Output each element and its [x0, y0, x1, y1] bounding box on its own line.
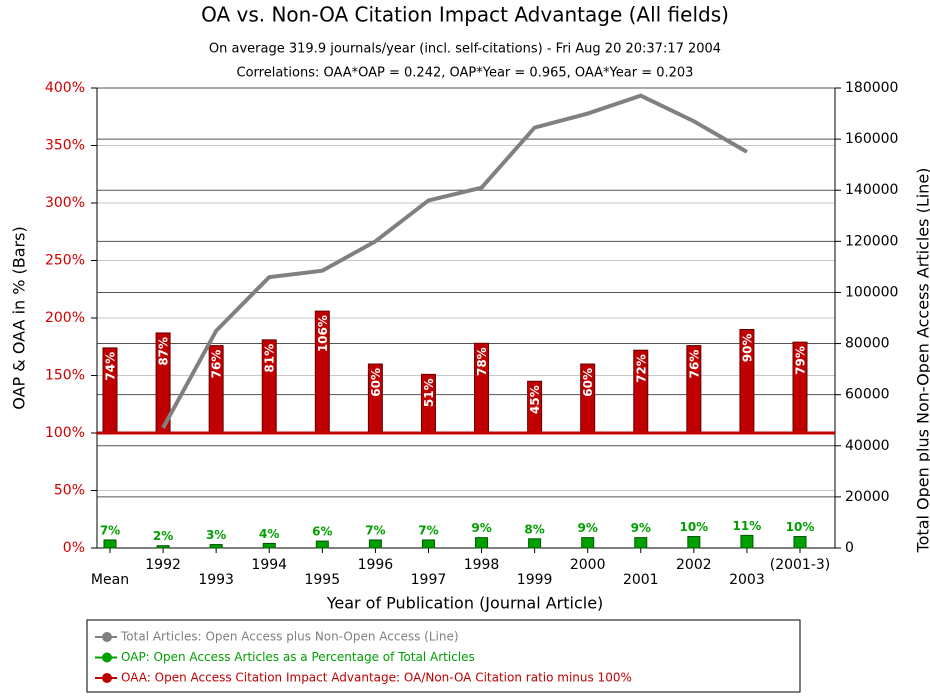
oaa-value-label: 60%: [369, 368, 383, 397]
y-tick-label: 300%: [45, 195, 85, 211]
legend-marker: [102, 652, 112, 663]
y-tick-label: 200%: [45, 310, 85, 326]
oap-bar: [475, 537, 489, 549]
y2-tick-label: 100000: [845, 284, 898, 300]
legend-marker: [102, 632, 112, 642]
oaa-value-label: 78%: [475, 347, 489, 376]
y2-axis-title: Total Open plus Non-Open Access Articles…: [914, 168, 930, 554]
total-line: [161, 93, 748, 429]
oap-value-label: 8%: [524, 522, 544, 536]
x-tick-label: 1993: [198, 572, 234, 588]
oap-value-label: 6%: [312, 525, 332, 539]
legend-label: OAP: Open Access Articles as a Percentag…: [121, 650, 475, 664]
legend-label: OAA: Open Access Citation Impact Advanta…: [121, 671, 632, 685]
x-tick-label: 1999: [517, 572, 553, 588]
oaa-value-label: 106%: [316, 315, 330, 352]
oaa-value-label: 60%: [581, 368, 595, 397]
annotation: Correlations: OAA*OAP = 0.242, OAP*Year …: [237, 66, 694, 81]
oap-bar: [634, 537, 648, 549]
y2-tick-label: 80000: [845, 336, 890, 352]
x-tick-label: 1995: [304, 572, 340, 588]
chart-subtitle: On average 319.9 journals/year (incl. se…: [209, 42, 721, 57]
oap-bar: [421, 539, 435, 549]
oaa-value-label: 45%: [528, 385, 542, 414]
oap-bar: [262, 542, 276, 549]
oaa-value-label: 90%: [740, 334, 754, 363]
oap-value-label: 10%: [786, 520, 815, 534]
oap-bar: [528, 538, 542, 549]
oap-bar: [156, 545, 170, 549]
y-tick-label: 400%: [45, 80, 85, 96]
y-tick-label: 50%: [54, 483, 85, 499]
legend-marker: [102, 673, 112, 683]
y-tick-label: 350%: [45, 138, 85, 154]
oap-bar: [740, 534, 754, 549]
y-tick-label: 250%: [45, 253, 85, 269]
oap-value-label: 11%: [733, 519, 762, 533]
oap-bar: [103, 539, 117, 549]
x-tick-label: 1994: [251, 557, 287, 573]
y2-tick-label: 160000: [845, 131, 898, 147]
y2-tick-label: 140000: [845, 182, 898, 198]
x-tick-label: 2002: [676, 557, 712, 573]
x-tick-label: 1997: [411, 572, 447, 588]
oaa-value-label: 76%: [687, 350, 701, 379]
y-tick-label: 100%: [45, 425, 85, 441]
x-tick-label: 2000: [570, 557, 606, 573]
oap-value-label: 7%: [418, 523, 438, 537]
x-tick-label: 1992: [145, 557, 181, 573]
oap-bar: [315, 540, 329, 549]
chart-title: OA vs. Non-OA Citation Impact Advantage …: [201, 3, 729, 27]
oap-bar: [793, 536, 807, 549]
oaa-value-label: 51%: [422, 378, 436, 407]
oap-bar: [368, 539, 382, 549]
oaa-value-label: 74%: [104, 352, 118, 381]
legend-box: [86, 619, 801, 693]
x-tick-label: 1996: [358, 557, 394, 573]
x-tick-label: 1998: [464, 557, 500, 573]
oap-value-label: 9%: [471, 521, 491, 535]
oap-value-label: 9%: [631, 521, 651, 535]
oaa-value-label: 81%: [263, 344, 277, 373]
oap-value-label: 2%: [153, 529, 173, 543]
y-axis-title: OAP & OAA in % (Bars): [10, 226, 29, 409]
oaa-value-label: 72%: [634, 354, 648, 383]
y2-tick-label: 60000: [845, 387, 890, 403]
x-axis-title: Year of Publication (Journal Article): [326, 594, 604, 613]
x-tick-label: 2001: [623, 572, 659, 588]
y2-tick-label: 120000: [845, 233, 898, 249]
oaa-value-label: 79%: [794, 346, 808, 375]
y2-tick-label: 180000: [845, 80, 898, 96]
y2-tick-label: 20000: [845, 489, 890, 505]
oap-bar: [209, 544, 223, 549]
y-tick-label: 150%: [45, 368, 85, 384]
legend-label: Total Articles: Open Access plus Non-Ope…: [120, 630, 459, 644]
oaa-value-label: 87%: [157, 337, 171, 366]
oap-value-label: 10%: [679, 520, 708, 534]
oaa-value-label: 76%: [210, 350, 224, 379]
x-tick-label: (2001-3): [770, 557, 831, 573]
oap-value-label: 7%: [365, 523, 385, 537]
oap-value-label: 9%: [578, 521, 598, 535]
oap-bar: [581, 537, 595, 549]
x-tick-label: Mean: [91, 572, 129, 588]
y2-tick-label: 0: [845, 540, 854, 556]
oap-bar: [687, 536, 701, 549]
y2-tick-label: 40000: [845, 438, 890, 454]
oap-value-label: 4%: [259, 527, 279, 541]
y-tick-label: 0%: [63, 540, 85, 556]
oap-value-label: 3%: [206, 528, 226, 542]
x-tick-label: 2003: [729, 572, 765, 588]
oap-value-label: 7%: [100, 523, 120, 537]
